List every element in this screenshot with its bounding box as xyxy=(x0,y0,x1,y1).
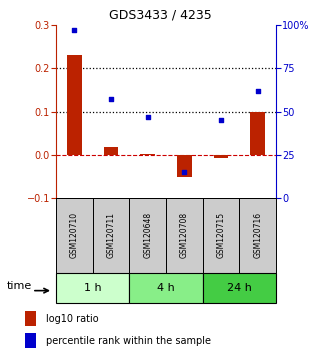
Bar xyxy=(25,311,36,326)
Point xyxy=(108,97,114,102)
Bar xyxy=(56,198,93,273)
Text: GSM120710: GSM120710 xyxy=(70,212,79,258)
Bar xyxy=(203,198,239,273)
Point xyxy=(145,114,150,120)
Text: GSM120711: GSM120711 xyxy=(107,212,116,258)
Bar xyxy=(214,155,229,158)
Text: percentile rank within the sample: percentile rank within the sample xyxy=(46,336,211,346)
Text: GSM120716: GSM120716 xyxy=(253,212,262,258)
Text: GSM120648: GSM120648 xyxy=(143,212,152,258)
Text: GSM120708: GSM120708 xyxy=(180,212,189,258)
Bar xyxy=(25,333,36,348)
Text: GSM120715: GSM120715 xyxy=(217,212,226,258)
Bar xyxy=(93,198,129,273)
Text: GDS3433 / 4235: GDS3433 / 4235 xyxy=(109,9,212,22)
Point xyxy=(219,118,224,123)
Text: 24 h: 24 h xyxy=(227,282,252,293)
Bar xyxy=(129,273,203,303)
Text: 1 h: 1 h xyxy=(84,282,102,293)
Bar xyxy=(239,198,276,273)
Bar xyxy=(104,147,118,155)
Point xyxy=(255,88,260,93)
Bar xyxy=(203,273,276,303)
Text: time: time xyxy=(6,281,32,291)
Bar xyxy=(67,55,82,155)
Bar xyxy=(166,198,203,273)
Point xyxy=(72,27,77,33)
Text: 4 h: 4 h xyxy=(157,282,175,293)
Bar xyxy=(177,155,192,177)
Bar xyxy=(56,273,129,303)
Bar xyxy=(141,154,155,155)
Bar xyxy=(129,198,166,273)
Text: log10 ratio: log10 ratio xyxy=(46,314,98,324)
Point xyxy=(182,170,187,175)
Bar xyxy=(250,112,265,155)
